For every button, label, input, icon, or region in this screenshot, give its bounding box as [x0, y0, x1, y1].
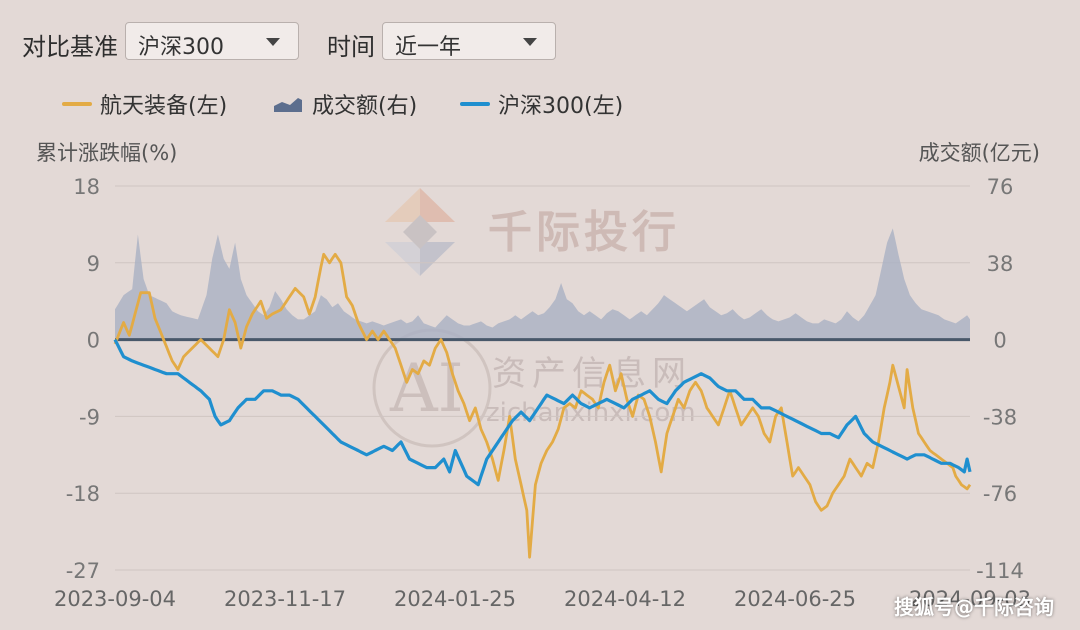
y-right-tick-label: 38: [987, 252, 1014, 276]
y-right-tick-label: 76: [987, 175, 1014, 199]
y-right-tick-label: -76: [983, 482, 1017, 506]
y-right-tick-label: -114: [976, 559, 1024, 583]
legend-area-icon: [274, 98, 302, 112]
legend-series-b[interactable]: 沪深300(左): [460, 88, 623, 120]
legend-volume-label: 成交额(右): [312, 94, 418, 119]
x-tick-label: 2023-11-17: [224, 587, 346, 611]
period-select-value: 近一年: [395, 35, 462, 60]
watermark-brand: 千际投行: [488, 207, 680, 258]
benchmark-select[interactable]: 沪深300: [125, 22, 299, 60]
volume-area: [115, 228, 970, 340]
legend-line-icon: [460, 102, 490, 106]
x-tick-label: 2024-04-12: [564, 587, 686, 611]
y-left-tick-label: 9: [87, 252, 100, 276]
legend-series-b-label: 沪深300(左): [498, 94, 624, 119]
period-select[interactable]: 近一年: [382, 22, 556, 60]
y-right-tick-label: -38: [983, 405, 1017, 429]
y-left-tick-label: -9: [79, 405, 100, 429]
x-tick-label: 2024-09-03: [909, 587, 1031, 611]
y-left-tick-label: 18: [73, 175, 100, 199]
legend-series-a[interactable]: 航天装备(左): [62, 88, 227, 120]
legend-series-a-label: 航天装备(左): [100, 94, 228, 119]
period-label: 时间: [327, 33, 375, 61]
chevron-down-icon: [523, 38, 537, 46]
chevron-down-icon: [266, 38, 280, 46]
benchmark-select-value: 沪深300: [138, 35, 224, 60]
series-a-line: [113, 252, 972, 559]
x-tick-label: 2024-01-25: [394, 587, 516, 611]
x-tick-label: 2024-06-25: [734, 587, 856, 611]
y-left-tick-label: -18: [66, 482, 100, 506]
legend-line-icon: [62, 102, 92, 106]
y-left-tick-label: 0: [87, 329, 100, 353]
x-tick-label: 2023-09-04: [54, 587, 176, 611]
legend-volume[interactable]: 成交额(右): [272, 88, 417, 120]
benchmark-label: 对比基准: [22, 33, 118, 61]
y-right-tick-label: 0: [993, 329, 1006, 353]
y-left-tick-label: -27: [66, 559, 100, 583]
left-axis-title: 累计涨跌幅(%): [36, 141, 178, 165]
watermark-site-cn: 资产信息网: [492, 354, 692, 394]
footer-credit: 搜狐号@千际咨询: [894, 595, 1054, 619]
right-axis-title: 成交额(亿元): [918, 141, 1040, 165]
series-b-line: [113, 338, 972, 487]
